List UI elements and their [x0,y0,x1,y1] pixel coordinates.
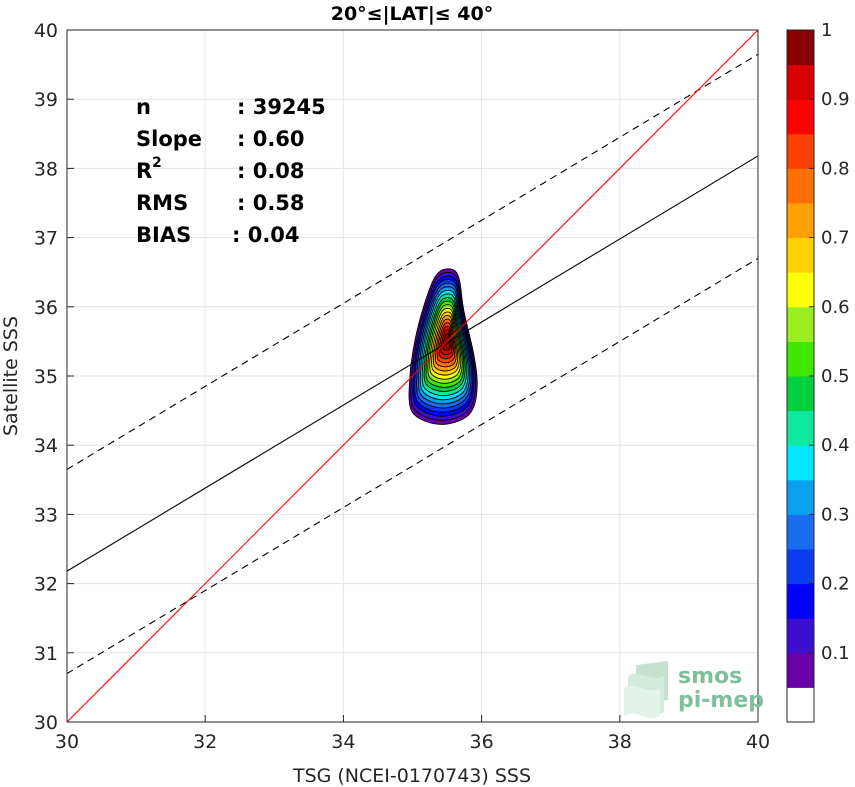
colorbar-segment [787,479,814,515]
colorbar-segment [787,549,814,585]
y-tick-label: 30 [34,712,58,734]
colorbar-tick-label: 0.2 [821,574,850,595]
x-tick-label: 34 [331,731,355,753]
y-tick-label: 39 [34,89,58,111]
x-axis-ticks: 30 32 34 36 38 40 [55,715,770,753]
x-axis-label: TSG (NCEI-0170743) SSS [292,765,531,787]
colorbar-segment [787,341,814,377]
y-tick-label: 32 [34,574,58,596]
colorbar-segment [787,652,814,688]
y-tick-label: 33 [34,504,58,526]
stat-value: : 0.60 [237,127,305,151]
y-axis-ticks: 30 31 32 33 34 35 36 37 38 39 40 [34,20,74,734]
y-tick-label: 37 [34,228,58,250]
colorbar-segment [787,237,814,273]
x-tick-label: 30 [55,731,79,753]
stat-superscript: 2 [152,155,162,171]
x-tick-label: 40 [746,731,770,753]
colorbar-segment [787,410,814,446]
y-tick-label: 36 [34,297,58,319]
stat-label: n [136,95,151,119]
colorbar-tick-label: 1 [821,20,832,41]
logo-text-smos: smos [678,664,742,689]
colorbar-segment [787,99,814,135]
chart-title: 20°≤|LAT|≤ 40° [331,3,494,25]
stat-label: RMS [136,191,188,215]
y-tick-label: 40 [34,20,58,42]
stat-value: : 0.58 [237,191,305,215]
logo-text-pi-mep: pi-mep [678,688,764,713]
lower-bound-line [66,257,759,675]
colorbar-tick-label: 0.4 [821,435,850,456]
smos-pi-mep-logo: smos pi-mep [624,661,764,719]
colorbar-segment [787,168,814,204]
colorbar-segment [787,618,814,654]
upper-bound-line [66,53,759,470]
colorbar-tick-label: 0.5 [821,366,850,387]
y-tick-label: 35 [34,366,58,388]
y-tick-label: 31 [34,643,58,665]
colorbar-segment [787,687,814,723]
y-tick-label: 38 [34,158,58,180]
stat-value: : 39245 [237,95,326,119]
colorbar-segment [787,203,814,239]
colorbar-segment [787,514,814,550]
logo-icon [624,661,668,719]
stat-value: : 0.08 [237,159,305,183]
colorbar-segment [787,445,814,481]
colorbar-segment [787,30,814,66]
stat-label: R [136,159,152,183]
colorbar-segment [787,272,814,308]
y-axis-label: Satellite SSS [0,316,22,436]
colorbar-tick-label: 0.1 [821,643,850,664]
x-tick-label: 36 [470,731,494,753]
colorbar-tick-label: 0.3 [821,504,850,525]
grid [66,29,759,723]
identity-line [66,29,759,723]
colorbar-segment [787,306,814,342]
x-tick-label: 32 [193,731,217,753]
colorbar-tick-label: 0.6 [821,297,850,318]
regression-fit-line [66,155,759,572]
y-tick-label: 34 [34,435,58,457]
stats-box: n : 39245 Slope : 0.60 R 2 : 0.08 RMS : 0.58 BIAS… [136,95,326,247]
reference-lines [66,29,759,723]
stat-label: Slope [136,127,202,151]
colorbar-segment [787,583,814,619]
colorbar-segment [787,64,814,100]
colorbar-segment [787,133,814,169]
colorbar-tick-label: 0.8 [821,158,850,179]
colorbar-segment [787,376,814,412]
colorbar: 0.1 0.2 0.3 0.4 0.5 0.6 0.7 0.8 0.9 1 [786,20,850,723]
stat-label: BIAS [136,223,191,247]
colorbar-tick-label: 0.7 [821,228,850,249]
stat-value: : 0.04 [232,223,300,247]
x-tick-label: 38 [608,731,632,753]
colorbar-tick-label: 0.9 [821,89,850,110]
